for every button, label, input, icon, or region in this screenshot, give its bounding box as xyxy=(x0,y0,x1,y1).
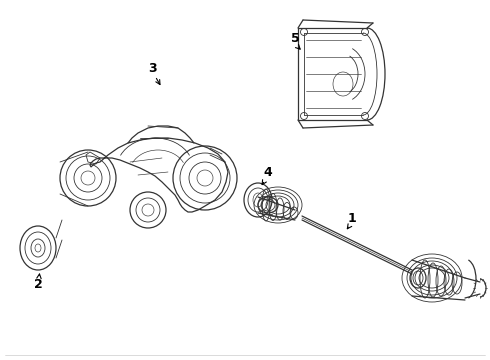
Text: 3: 3 xyxy=(147,62,156,75)
Text: 2: 2 xyxy=(34,279,42,292)
Text: 1: 1 xyxy=(347,211,356,225)
Text: 5: 5 xyxy=(291,31,299,45)
Text: 4: 4 xyxy=(264,166,272,179)
